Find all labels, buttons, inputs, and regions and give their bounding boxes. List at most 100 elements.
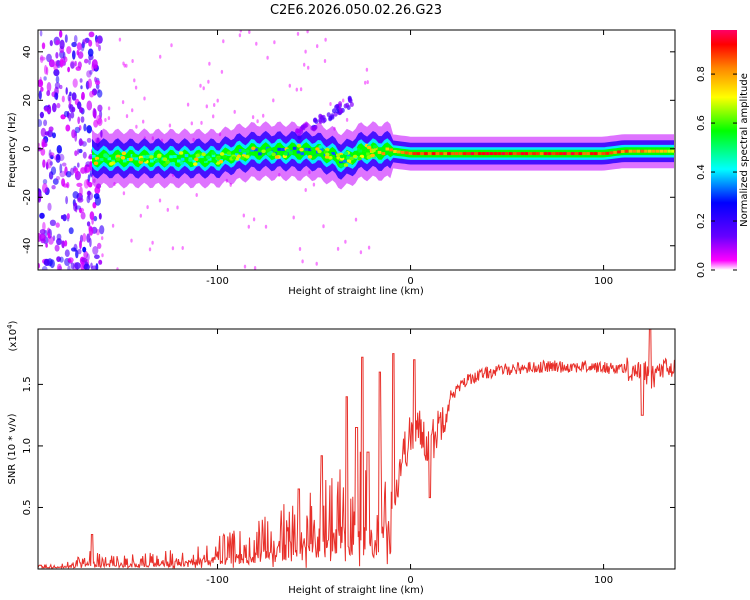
- ridge-core-cell: [555, 152, 559, 156]
- ridge-blob: [325, 147, 330, 152]
- noise-blob: [76, 42, 82, 51]
- noise-blob: [59, 163, 63, 174]
- ridge-core-cell: [431, 152, 436, 156]
- noise-blob: [72, 50, 76, 60]
- ridge-core-cell: [427, 152, 432, 156]
- ridge-blob: [194, 157, 199, 161]
- noise-blob: [54, 244, 60, 252]
- noise-blob: [59, 256, 64, 263]
- y-tick-label: 1.5: [22, 376, 33, 392]
- noise-blob: [45, 243, 48, 248]
- spectrogram-panel: -100 0 100 -40 -20 0 20 40 Height of straight …: [7, 29, 676, 297]
- faint-speck: [135, 124, 138, 129]
- ridge-core-cell: [389, 148, 393, 152]
- bottom-x-axis-label: Height of straight line (km): [288, 585, 424, 596]
- ridge-core-cell: [92, 154, 96, 158]
- noise-blob: [38, 196, 41, 203]
- faint-speck: [116, 267, 119, 270]
- noise-blob: [89, 90, 95, 98]
- ridge-core-cell: [454, 152, 459, 156]
- noise-blob: [99, 225, 105, 235]
- faint-speck: [208, 61, 211, 66]
- ridge-blob: [93, 161, 99, 166]
- noise-blob: [82, 39, 85, 45]
- faint-speck: [312, 182, 316, 187]
- colorbar: 0.0 0.2 0.4 0.6 0.8 Normalized spectral ampl…: [696, 30, 750, 278]
- ridge-core-cell: [99, 158, 104, 162]
- x-tick-label: 0: [407, 276, 413, 287]
- faint-speck: [299, 87, 303, 92]
- ridge-blob: [193, 162, 198, 166]
- noise-blob: [38, 79, 43, 85]
- faint-speck: [133, 78, 136, 83]
- ridge-core-cell: [648, 149, 652, 153]
- noise-blob: [64, 34, 68, 43]
- noise-blob: [48, 126, 54, 132]
- faint-speck: [107, 106, 111, 111]
- ridge-core-cell: [655, 149, 660, 153]
- ridge-core-cell: [107, 157, 112, 161]
- sidelobe-blob: [338, 107, 343, 113]
- ridge-blob: [251, 146, 256, 151]
- noise-blob: [77, 197, 84, 203]
- ridge-core-cell: [474, 152, 478, 156]
- ridge-core-cell: [400, 150, 405, 154]
- noise-blob: [71, 129, 76, 139]
- ridge-core-cell: [636, 149, 640, 153]
- ridge-blob: [163, 162, 168, 167]
- faint-speck: [171, 246, 175, 251]
- ridge-core-cell: [300, 152, 305, 156]
- ridge-core-cell: [424, 152, 428, 156]
- ridge-core-cell: [258, 152, 262, 156]
- noise-blob: [46, 158, 53, 169]
- noise-blob: [61, 178, 66, 187]
- ridge-core-cell: [651, 149, 656, 153]
- noise-blob: [74, 60, 77, 67]
- noise-blob: [42, 183, 48, 193]
- x-tick-label: -100: [206, 575, 229, 586]
- faint-speck: [190, 121, 193, 126]
- ridge-core-cell: [242, 152, 247, 156]
- noise-blob: [77, 51, 84, 59]
- noise-blob: [56, 233, 62, 241]
- ridge-core-cell: [443, 152, 447, 156]
- noise-blob: [71, 106, 76, 113]
- noise-blob: [87, 174, 91, 183]
- ridge-core-cell: [644, 149, 648, 153]
- faint-speck: [322, 224, 325, 229]
- noise-blob: [52, 178, 59, 185]
- noise-blob: [43, 106, 50, 112]
- colorbar-label: Normalized spectral amplitude: [739, 73, 750, 227]
- ridge-core-cell: [397, 150, 401, 154]
- ridge-core-cell: [420, 152, 424, 156]
- noise-blob: [46, 90, 51, 97]
- ridge-blob: [170, 161, 176, 166]
- faint-speck: [288, 83, 291, 88]
- faint-speck: [366, 80, 369, 85]
- faint-speck: [359, 250, 363, 255]
- ridge-blob: [222, 154, 227, 159]
- noise-blob: [54, 92, 59, 100]
- faint-speck: [186, 102, 190, 107]
- ridge-blob: [179, 161, 184, 165]
- faint-speck: [131, 59, 134, 63]
- ridge-blob: [139, 157, 144, 162]
- ridge-blob: [128, 157, 134, 162]
- ridge-core-cell: [358, 149, 362, 153]
- ridge-core-cell: [512, 152, 517, 156]
- sidelobe-blob: [326, 112, 331, 118]
- ridge-blob: [120, 156, 126, 160]
- noise-blob: [70, 262, 75, 270]
- noise-blob: [77, 116, 81, 125]
- noise-blob: [42, 221, 46, 231]
- ridge-blob: [339, 164, 344, 168]
- ridge-core-cell: [621, 150, 625, 153]
- faint-speck: [252, 217, 256, 222]
- ridge-blob: [245, 155, 250, 159]
- ridge-core-cell: [458, 152, 463, 156]
- faint-speck: [304, 188, 307, 192]
- ridge-blob: [317, 149, 322, 154]
- noise-blob: [93, 193, 100, 200]
- faint-speck: [248, 30, 251, 34]
- faint-speck: [199, 83, 202, 88]
